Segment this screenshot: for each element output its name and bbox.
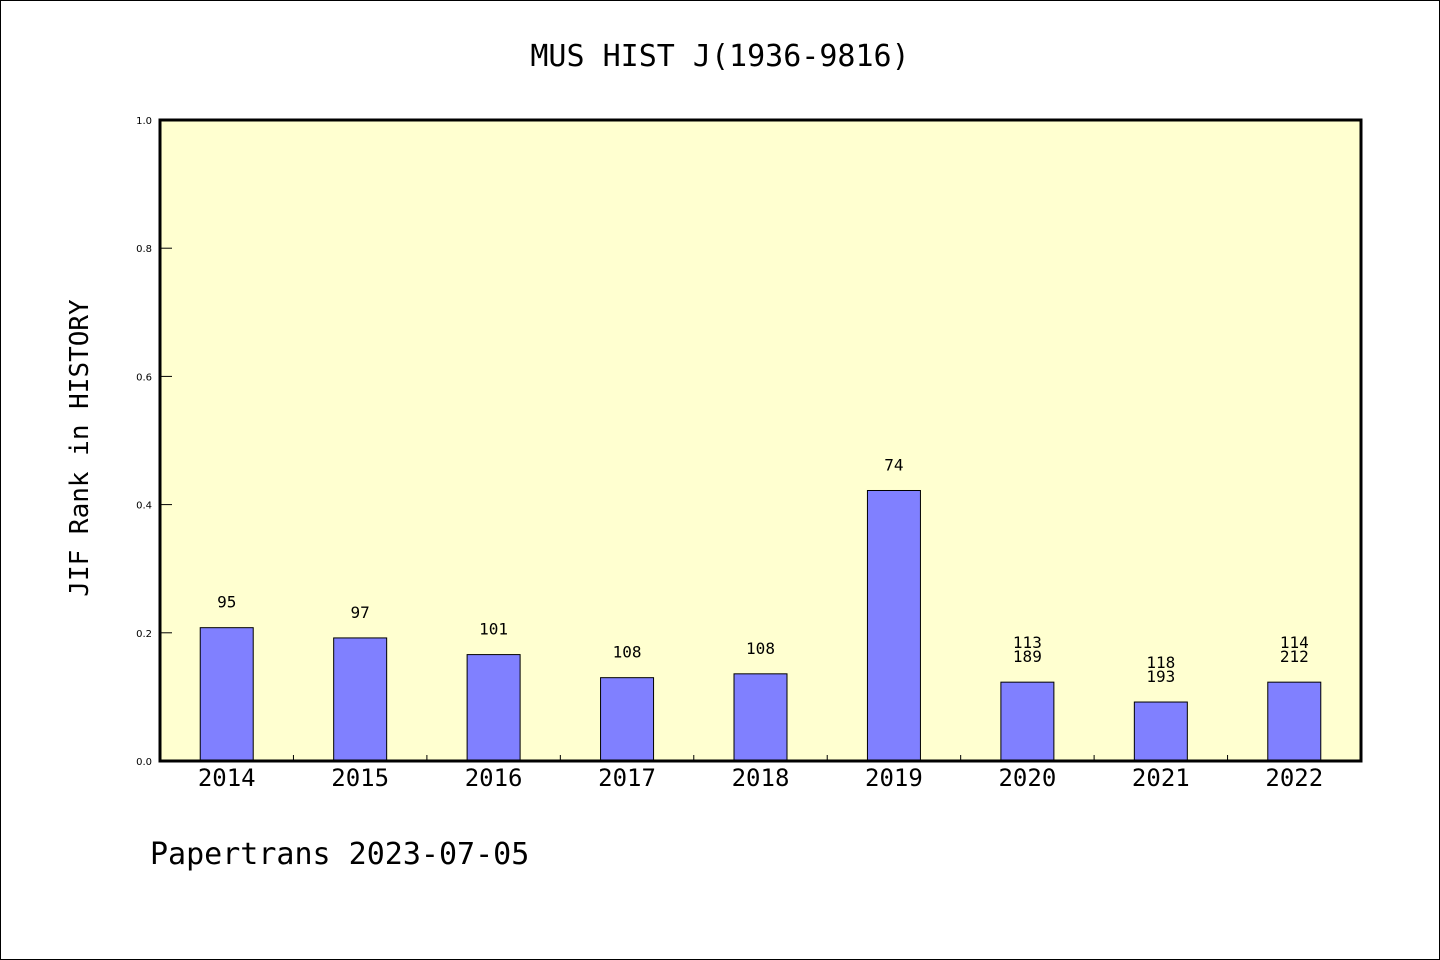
x-tick-label: 2014 bbox=[198, 764, 256, 792]
bar-value-label: 189 bbox=[1013, 647, 1042, 666]
x-tick-label: 2022 bbox=[1265, 764, 1323, 792]
bar-value-label: 97 bbox=[351, 603, 370, 622]
x-tick-label: 2018 bbox=[732, 764, 790, 792]
bar bbox=[333, 637, 388, 762]
y-tick-label: 0.2 bbox=[136, 629, 152, 640]
x-tick-label: 2015 bbox=[331, 764, 389, 792]
x-tick-label: 2021 bbox=[1132, 764, 1190, 792]
bar-value-label: 108 bbox=[746, 639, 775, 658]
x-axis-ticks: 2014 2015 2016 2017 2018 2019 2020 2021 2022 bbox=[198, 755, 1323, 792]
y-axis-label: JIF Rank in HISTORY bbox=[65, 299, 95, 597]
x-tick-label: 2019 bbox=[865, 764, 923, 792]
bar-value-label: 114 bbox=[1280, 633, 1309, 652]
x-tick-label: 2020 bbox=[998, 764, 1056, 792]
bar-value-label: 101 bbox=[479, 620, 508, 639]
y-tick-label: 0.8 bbox=[136, 244, 152, 255]
plot-border bbox=[158, 118, 1363, 763]
x-tick-label: 2017 bbox=[598, 764, 656, 792]
bar bbox=[1267, 681, 1322, 762]
footer-text: Papertrans 2023-07-05 bbox=[150, 837, 529, 872]
y-tick-label: 1.0 bbox=[136, 116, 152, 127]
bar-value-label: 113 bbox=[1013, 633, 1042, 652]
bar-value-label: 95 bbox=[217, 593, 236, 612]
bar bbox=[1133, 701, 1188, 762]
bar bbox=[866, 489, 921, 762]
bar-value-label: 212 bbox=[1280, 647, 1309, 666]
bars-group bbox=[199, 489, 1322, 762]
x-tick-label: 2016 bbox=[465, 764, 523, 792]
bar bbox=[199, 627, 254, 762]
bar-value-label: 193 bbox=[1146, 667, 1175, 686]
chart-title: MUS HIST J(1936-9816) bbox=[530, 39, 909, 74]
bar-value-label: 74 bbox=[884, 455, 903, 474]
bar-value-label: 118 bbox=[1146, 653, 1175, 672]
y-tick-label: 0.4 bbox=[136, 501, 152, 512]
bar bbox=[733, 673, 788, 762]
bar-value-label: 108 bbox=[613, 643, 642, 662]
bar bbox=[600, 677, 655, 762]
bar bbox=[1000, 681, 1055, 762]
y-tick-label: 0.6 bbox=[136, 372, 152, 383]
y-tick-label: 0.0 bbox=[136, 757, 152, 768]
bar bbox=[466, 654, 521, 762]
